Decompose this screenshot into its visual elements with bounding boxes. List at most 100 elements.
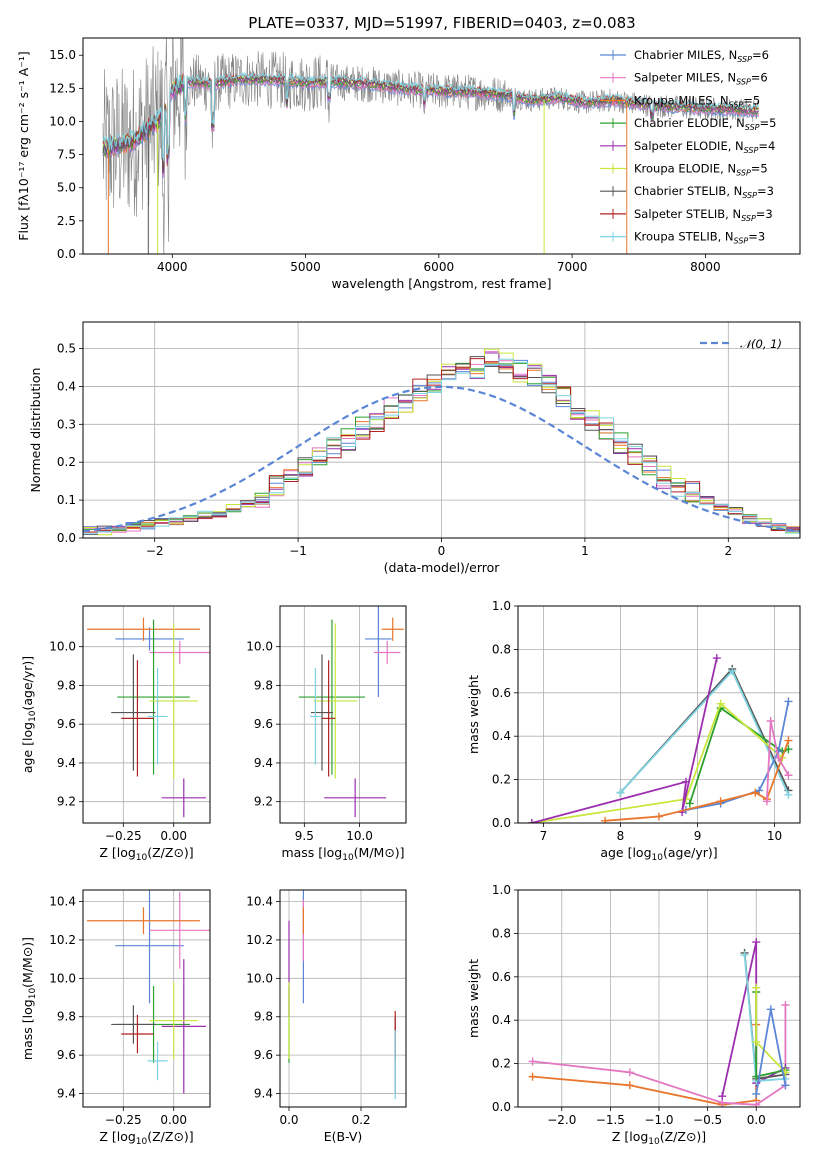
- errorbar-point: [161, 778, 206, 818]
- series-marker: [728, 667, 737, 676]
- errorbar-point: [373, 640, 401, 665]
- gaussian-curve: [83, 385, 800, 533]
- model-spectrum-line: [102, 71, 760, 162]
- series-marker: [752, 1100, 761, 1107]
- y-tick-label: 0.8: [492, 926, 511, 940]
- plot-area: [288, 890, 396, 1100]
- label-part: mass [log: [20, 999, 35, 1060]
- label-part: mass [log: [281, 845, 342, 860]
- series-marker: [762, 797, 771, 806]
- axes-frame: [279, 889, 407, 1108]
- series-line: [527, 699, 787, 823]
- series-marker: [766, 1005, 775, 1014]
- series-marker: [752, 1089, 761, 1098]
- label-subscript: 10: [652, 853, 664, 863]
- panel-residual_histogram: −2 −1 0 1 2 0.0 0.1 0.2 0.3 0.4 0.5 (data-model)/er…: [28, 321, 801, 575]
- y-tick-label: 0.2: [492, 1057, 511, 1071]
- series-marker: [685, 799, 694, 808]
- x-tick-label: 7000: [557, 260, 588, 274]
- errorbar-point: [381, 617, 404, 641]
- plot-area: [83, 348, 800, 536]
- panel-mass_weight_vs_metallicity: −2.0 −1.5 −1.0 −0.5 0.0 0.0 0.2 0.4 0.6 0.8 1.0 Z […: [466, 883, 801, 1147]
- legend-label: Kroupa STELIB, NSSP=3: [634, 230, 765, 246]
- x-tick-label: −2: [146, 544, 164, 558]
- y-tick-label: 9.4: [57, 756, 76, 770]
- errorbar-point: [87, 907, 200, 935]
- y-tick-label: 9.2: [57, 795, 76, 809]
- errorbar-point: [298, 619, 366, 775]
- series-path: [766, 720, 790, 802]
- y-axis-label: age [log10(age/yr)]: [20, 656, 38, 773]
- x-tick-label: −2.0: [547, 1113, 576, 1127]
- y-tick-label: 5.0: [57, 181, 76, 195]
- label-part: (M/M⊙)]: [20, 937, 35, 988]
- series-marker: [625, 1068, 634, 1077]
- errorbar-point: [313, 623, 358, 779]
- errorbar-point: [161, 959, 206, 1094]
- series-marker: [616, 788, 625, 797]
- legend: 𝒩(0, 1): [700, 337, 782, 351]
- legend-item: Kroupa ELODIE, NSSP=5: [600, 162, 768, 178]
- x-tick-label: −0.5: [693, 1113, 722, 1127]
- y-tick-label: 10.0: [246, 971, 273, 985]
- errorbar-point: [365, 606, 392, 698]
- model-spectrum-line: [102, 75, 759, 174]
- legend-label: Salpeter MILES, NSSP=6: [634, 71, 768, 87]
- y-tick-label: 0.4: [57, 379, 76, 393]
- x-tick-label: 8: [617, 829, 625, 843]
- series-marker: [712, 654, 721, 663]
- y-tick-label: 0.1: [57, 493, 76, 507]
- y-tick-label: 0.0: [492, 1100, 511, 1114]
- label-subscript: 10: [136, 1137, 148, 1147]
- label-subscript: 10: [648, 1137, 660, 1147]
- label-part: (Z/Z⊙)]: [147, 1129, 193, 1144]
- x-tick-label: 0.0: [747, 1113, 766, 1127]
- legend-label: Salpeter ELODIE, NSSP=4: [634, 139, 775, 155]
- x-axis-label: wavelength [Angstrom, rest frame]: [331, 276, 551, 291]
- series-marker: [784, 790, 793, 799]
- x-tick-label: 8000: [690, 260, 721, 274]
- axes-frame: [82, 889, 211, 1108]
- x-axis-label: E(B-V): [324, 1129, 363, 1144]
- y-tick-label: 9.8: [57, 678, 76, 692]
- errorbar-point: [87, 617, 200, 641]
- label-part: (age/yr)]: [663, 845, 718, 860]
- errorbar-point: [147, 668, 168, 765]
- x-tick-label: 5000: [290, 260, 321, 274]
- label-part: Z [log: [612, 1129, 648, 1144]
- label-subscript: 10: [28, 710, 38, 722]
- model-spectrum-line: [102, 72, 759, 170]
- axes-frame: [517, 605, 801, 824]
- legend-item: Chabrier ELODIE, NSSP=5: [600, 116, 776, 132]
- y-axis-label: mass weight: [466, 959, 481, 1038]
- y-tick-label: 10.0: [49, 114, 76, 128]
- panel-mass_vs_ebv: 0.0 0.2 9.4 9.6 9.8 10.0 10.2 10.4 E(B-V): [246, 889, 407, 1144]
- errorbar-point: [149, 891, 210, 969]
- series-marker: [681, 777, 690, 786]
- x-axis-label: Z [log10(Z/Z⊙)]: [99, 845, 193, 863]
- axes-frame: [82, 37, 801, 255]
- series-line: [752, 1005, 790, 1098]
- y-tick-label: 0.6: [492, 686, 511, 700]
- series-line: [762, 717, 793, 806]
- x-axis-label: (data-model)/error: [384, 560, 501, 575]
- y-tick-label: 7.5: [57, 148, 76, 162]
- legend-item: Salpeter MILES, NSSP=6: [600, 71, 768, 87]
- series-line: [527, 654, 721, 823]
- series-marker: [527, 819, 536, 823]
- x-tick-label: 7: [540, 829, 548, 843]
- y-tick-label: 10.0: [49, 640, 76, 654]
- y-tick-label: 9.4: [254, 756, 273, 770]
- series-path: [619, 667, 790, 794]
- axes-frame: [82, 605, 211, 824]
- y-tick-label: 10.2: [246, 933, 273, 947]
- figure-title: PLATE=0337, MJD=51997, FIBERID=0403, z=0…: [248, 14, 635, 32]
- x-tick-label: 10: [767, 829, 782, 843]
- series-marker: [784, 736, 793, 745]
- y-tick-label: 10.0: [246, 640, 273, 654]
- label-subscript: 10: [342, 853, 354, 863]
- y-tick-label: 0.4: [492, 729, 511, 743]
- y-tick-label: 15.0: [49, 48, 76, 62]
- x-axis-label: Z [log10(Z/Z⊙)]: [99, 1129, 193, 1147]
